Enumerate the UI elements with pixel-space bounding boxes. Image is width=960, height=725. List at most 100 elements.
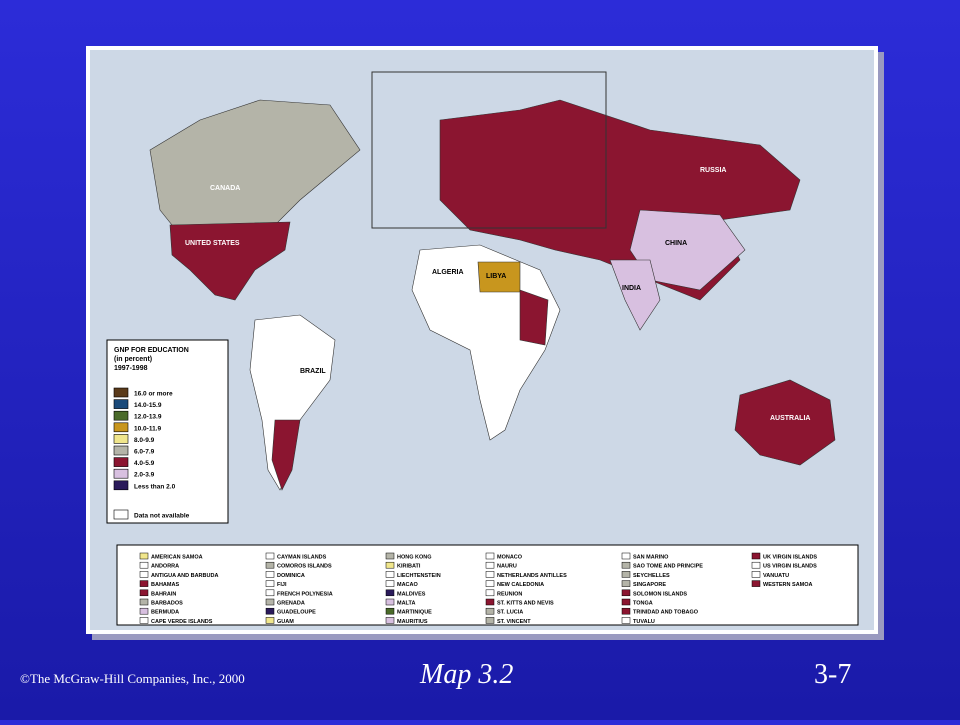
territory-swatch [485,617,495,624]
territory-swatch [385,617,395,624]
legend-label: 2.0-3.9 [134,472,155,479]
territory-swatch [385,561,395,569]
territory-swatch [265,571,275,578]
argentina [271,419,301,491]
map-label: CHINA [665,240,687,247]
territory-name: LIECHTENSTEIN [397,573,441,579]
east-africa [519,289,549,346]
territory-swatch [621,552,631,560]
legend-label: 6.0-7.9 [134,449,155,456]
legend-swatch [113,509,129,520]
territory-name: GRENADA [277,601,305,607]
territory-swatch [139,552,149,560]
territory-name: SEYCHELLES [633,573,670,579]
map-label: INDIA [622,285,641,292]
continents [149,99,836,491]
territory-name: TONGA [633,601,653,607]
legend-label: Data not available [134,513,190,520]
legend-swatch [113,434,129,444]
territory-name: CAYMAN ISLANDS [277,555,327,561]
legend-label: 12.0-13.9 [134,414,162,421]
territory-swatch [265,580,275,587]
legend-label: 4.0-5.9 [134,460,155,467]
territory-swatch [621,571,631,578]
legend-label: Less than 2.0 [134,483,176,490]
legend-title: GNP FOR EDUCATION [114,347,189,354]
territory-name: ST. KITTS AND NEVIS [497,601,554,607]
page-number: 3-7 [814,659,851,690]
territory-name: MONACO [497,555,523,561]
territory-swatch [485,561,495,569]
territory-name: SOLOMON ISLANDS [633,591,687,597]
india [609,259,661,331]
territory-name: CAPE VERDE ISLANDS [151,619,213,625]
territory-name: BERMUDA [151,610,179,616]
territory-swatch [485,607,495,615]
territory-name: TRINIDAD AND TOBAGO [633,610,699,616]
territory-swatch [751,580,761,587]
territory-swatch [621,617,631,624]
territory-name: ST. VINCENT [497,619,531,625]
territory-swatch [485,580,495,587]
territory-swatch [385,589,395,597]
territory-swatch [385,607,395,615]
territory-swatch [265,598,275,606]
territory-name: GUADELOUPE [277,610,316,616]
territory-swatch [385,598,395,606]
territory-name: FIJI [277,582,287,588]
map-label: LIBYA [486,273,506,280]
territory-swatch [139,580,149,587]
territory-swatch [139,607,149,615]
territory-swatch [485,571,495,578]
map-label: BRAZIL [300,368,326,375]
territory-name: COMOROS ISLANDS [277,564,332,570]
inset-frame [371,71,607,229]
territory-swatch [265,561,275,569]
territory-name: AMERICAN SAMOA [151,555,203,561]
territory-swatch [139,561,149,569]
territory-name: TUVALU [633,619,655,625]
territory-swatch [621,598,631,606]
legend-swatch [113,457,129,467]
territory-swatch [139,598,149,606]
territory-name: ST. LUCIA [497,610,523,616]
territory-name: DOMINICA [277,573,305,579]
legend-swatch [113,480,129,491]
territory-name: NAURU [497,564,517,570]
legend-label: 16.0 or more [134,391,173,398]
territory-swatch [751,561,761,569]
map-label: ALGERIA [432,269,464,276]
territory-name: KIRIBATI [397,564,421,570]
territory-swatch [265,589,275,597]
territory-swatch [485,589,495,597]
legend-years: 1997-1998 [114,365,148,372]
territory-swatch [751,552,761,560]
territory-swatch [139,617,149,624]
territory-name: BAHAMAS [151,582,179,588]
usa-mexico [169,221,291,301]
legend-subtitle: (in percent) [114,356,152,363]
territory-name: ANDORRA [151,564,179,570]
map-label: AUSTRALIA [770,415,810,422]
territory-name: WESTERN SAMOA [763,582,813,588]
territory-swatch [621,561,631,569]
china [629,209,746,291]
territory-name: NEW CALEDONIA [497,582,544,588]
territory-swatch [385,580,395,587]
territory-swatch [265,617,275,624]
map-label: RUSSIA [700,167,726,174]
territory-name: MACAO [397,582,418,588]
territory-name: VANUATU [763,573,789,579]
territory-name: FRENCH POLYNESIA [277,591,333,597]
territory-swatch [139,571,149,578]
territory-swatch [485,552,495,560]
territory-name: GUAM [277,619,294,625]
territory-name: ANTIGUA AND BARBUDA [151,573,218,579]
legend-swatch [113,422,129,433]
legend-swatch [113,468,129,479]
legend-swatch [113,399,129,409]
territory-name: SINGAPORE [633,582,666,588]
territory-name: REUNION [497,591,522,597]
